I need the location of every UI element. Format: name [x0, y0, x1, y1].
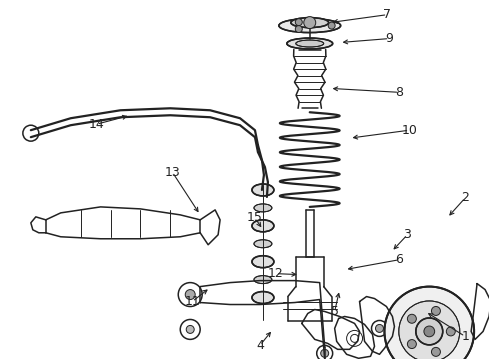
Ellipse shape — [296, 40, 324, 47]
Ellipse shape — [252, 292, 274, 303]
Circle shape — [185, 289, 195, 300]
Circle shape — [432, 306, 441, 315]
Circle shape — [424, 326, 435, 337]
Circle shape — [446, 327, 455, 336]
Ellipse shape — [279, 19, 341, 32]
Circle shape — [407, 339, 416, 348]
Circle shape — [295, 26, 302, 32]
Circle shape — [407, 314, 416, 323]
Circle shape — [328, 22, 335, 29]
Circle shape — [304, 17, 316, 28]
Circle shape — [295, 19, 302, 26]
Circle shape — [385, 287, 474, 360]
Ellipse shape — [291, 18, 329, 28]
Ellipse shape — [287, 38, 333, 49]
Text: 15: 15 — [247, 211, 263, 224]
Ellipse shape — [252, 184, 274, 196]
Text: 14: 14 — [89, 118, 104, 131]
Circle shape — [186, 325, 194, 333]
Text: 11: 11 — [184, 295, 200, 308]
Ellipse shape — [254, 276, 272, 284]
Text: 2: 2 — [461, 192, 469, 204]
Text: 10: 10 — [401, 124, 417, 137]
Text: 1: 1 — [461, 330, 469, 343]
Ellipse shape — [254, 240, 272, 248]
Text: 6: 6 — [395, 253, 403, 266]
Circle shape — [432, 347, 441, 356]
Circle shape — [399, 301, 460, 360]
Text: 3: 3 — [403, 228, 411, 241]
Circle shape — [321, 349, 329, 357]
Text: 9: 9 — [386, 32, 393, 45]
Text: 8: 8 — [395, 86, 403, 99]
Ellipse shape — [252, 256, 274, 268]
Ellipse shape — [254, 204, 272, 212]
Text: 12: 12 — [268, 267, 284, 280]
Text: 4: 4 — [256, 339, 264, 352]
Text: 7: 7 — [384, 8, 392, 21]
Text: 13: 13 — [165, 166, 180, 179]
Circle shape — [375, 324, 384, 332]
Circle shape — [416, 318, 443, 345]
Text: 5: 5 — [331, 305, 339, 318]
Ellipse shape — [252, 220, 274, 232]
